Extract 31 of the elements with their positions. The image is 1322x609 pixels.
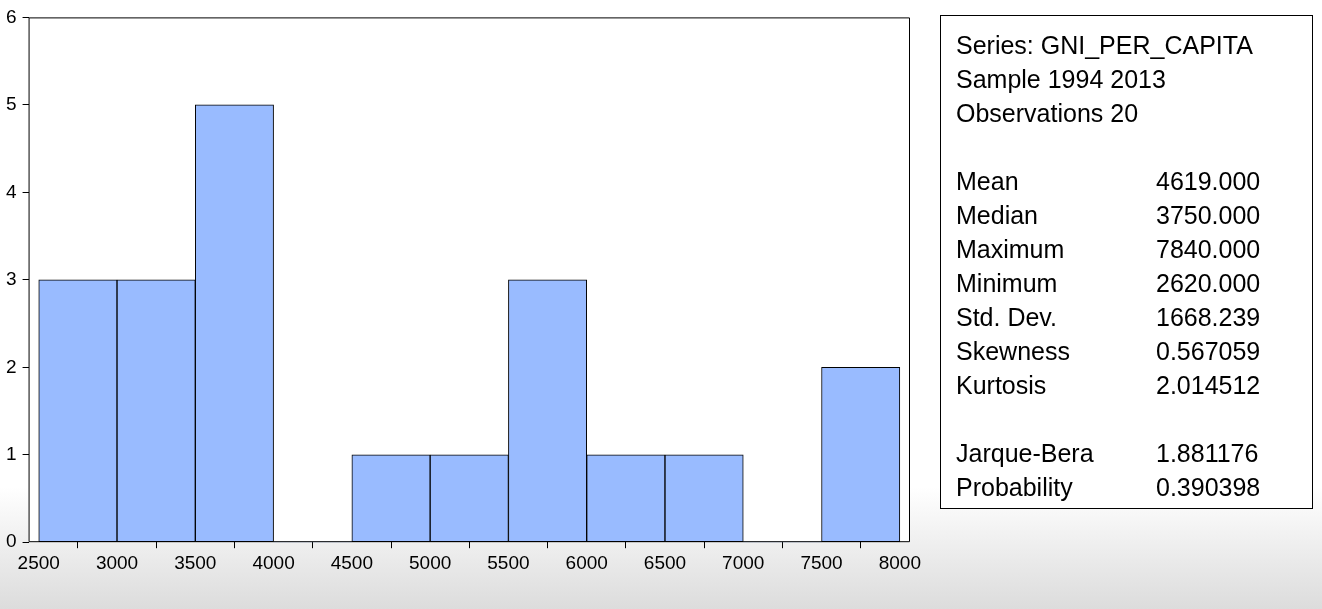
x-tick-label: 3000 (95, 551, 139, 573)
x-tick-label: 5500 (487, 551, 530, 573)
text: Sample 1994 2013 (956, 64, 1167, 95)
x-tick-label: 6500 (643, 551, 687, 573)
x-tick-label: 6000 (565, 551, 608, 573)
x-tick-label: 3500 (174, 551, 217, 573)
text: Maximum 7840.000 (956, 235, 1261, 263)
y-tick-label: 3 (5, 268, 17, 290)
y-tick-label: 5 (5, 93, 17, 115)
text: Observations 20 (956, 98, 1140, 129)
text: Jarque-Bera 1.881176 (956, 439, 1259, 467)
x-tick-label: 4500 (330, 551, 373, 573)
x-tick-label: 8000 (878, 551, 921, 573)
text: Std. Dev. 1668.239 (956, 303, 1261, 331)
y-tick-label: 0 (5, 530, 17, 552)
x-tick-label: 5000 (409, 551, 452, 573)
text: Series: GNI_PER_CAPITA (956, 30, 1254, 61)
text: Median 3750.000 (956, 201, 1261, 229)
text: Minimum 2620.000 (956, 269, 1261, 297)
text: Probability 0.390398 (956, 473, 1261, 501)
y-tick-label: 6 (5, 5, 17, 27)
x-tick-label: 4000 (252, 551, 295, 573)
y-tick-label: 1 (5, 442, 17, 464)
x-tick-label: 7000 (722, 551, 765, 573)
text: Kurtosis 2.014512 (956, 371, 1261, 399)
text: Mean 4619.000 (956, 167, 1261, 195)
x-tick-label: 2500 (17, 551, 60, 573)
y-tick-label: 2 (5, 355, 17, 377)
x-tick-label: 7500 (800, 551, 843, 573)
y-tick-label: 4 (5, 180, 17, 202)
text: Skewness 0.567059 (956, 337, 1261, 365)
